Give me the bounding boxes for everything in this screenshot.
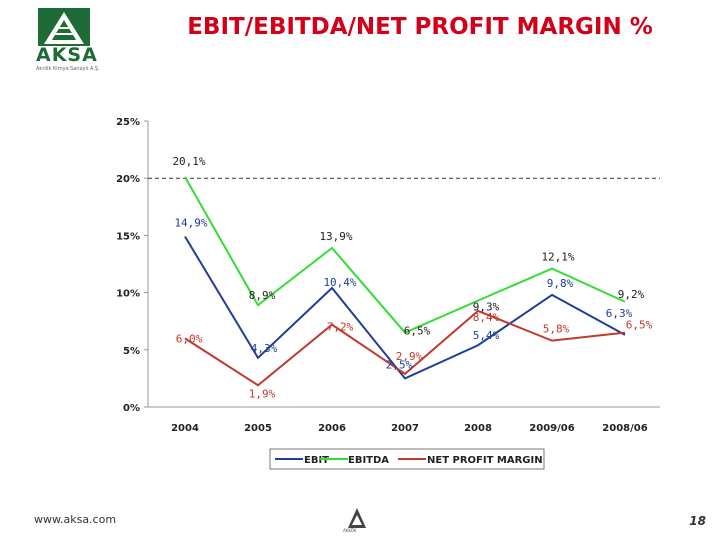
footer-logo-text: AKKÖK (343, 528, 357, 533)
logo-subtitle: Akrilik Kimya Sanayii A.Ş. (36, 66, 100, 72)
data-label-net-profit-margin: 7,2% (327, 321, 354, 334)
data-label-net-profit-margin: 5,8% (543, 323, 570, 336)
data-label-ebitda: 9,2% (618, 288, 645, 301)
x-tick-label: 2004 (171, 423, 199, 434)
x-tick-label: 2008 (464, 423, 492, 434)
margin-line-chart: 0% 5% 10% 15% 20% 25% 2004 2005 2006 2007 2008 2009… (116, 117, 660, 470)
y-tick-label: 0% (123, 403, 140, 414)
data-label-net-profit-margin: 6,5% (626, 319, 653, 332)
series-line-ebitda (184, 176, 626, 334)
data-label-net-profit-margin: 2,9% (396, 350, 423, 363)
x-tick-label: 2007 (391, 423, 419, 434)
data-label-ebitda: 20,1% (172, 155, 205, 168)
y-tick-label: 15% (116, 231, 140, 242)
data-label-ebit: 2,5% (386, 358, 413, 371)
data-label-ebitda: 12,1% (541, 251, 574, 264)
page-title: EBIT/EBITDA/NET PROFIT MARGIN % (187, 14, 653, 40)
data-label-ebitda: 6,5% (404, 325, 431, 338)
y-tick-label: 10% (116, 289, 140, 300)
data-label-net-profit-margin: 6,0% (176, 332, 203, 345)
legend-label: NET PROFIT MARGIN (427, 455, 543, 466)
akkok-logo-icon (348, 508, 366, 528)
x-tick-label: 2006 (318, 423, 346, 434)
aksa-logo-icon (38, 8, 90, 46)
chart-series (184, 176, 626, 387)
chart-data-labels: 14,9% 4,3% 10,4% 2,5% 5,4% 9,8% 6,3% 20,1% 8,9% 1… (172, 155, 652, 400)
legend-label: EBIT (304, 455, 329, 466)
data-label-ebitda: 13,9% (319, 230, 352, 243)
data-label-ebit: 4,3% (251, 342, 278, 355)
page-number: 18 (689, 514, 706, 528)
footer-url: www.aksa.com (34, 513, 117, 526)
data-label-ebitda: 8,9% (249, 289, 276, 302)
data-label-net-profit-margin: 8,4% (473, 311, 500, 324)
data-label-net-profit-margin: 1,9% (249, 387, 276, 400)
series-line-net-profit-margin (184, 309, 626, 387)
x-tick-label: 2005 (244, 423, 272, 434)
data-label-ebit: 5,4% (473, 329, 500, 342)
legend-label: EBITDA (348, 455, 389, 466)
logo-text: AKSA (36, 44, 98, 66)
series-line-ebit (184, 236, 626, 380)
data-label-ebit: 14,9% (174, 217, 207, 230)
y-tick-label: 25% (116, 117, 140, 128)
data-label-ebit: 6,3% (606, 307, 633, 320)
chart-axes: 0% 5% 10% 15% 20% 25% 2004 2005 2006 2007 2008 2009… (116, 117, 660, 434)
data-label-ebit: 9,8% (547, 277, 574, 290)
y-tick-label: 20% (116, 174, 140, 185)
chart-legend: EBIT EBITDA NET PROFIT MARGIN (269, 448, 545, 470)
x-tick-label: 2009/06 (529, 423, 574, 434)
data-label-ebitda: 9,3% (473, 301, 500, 314)
x-tick-label: 2008/06 (602, 423, 647, 434)
data-label-ebit: 10,4% (323, 276, 356, 289)
y-tick-label: 5% (123, 346, 140, 357)
